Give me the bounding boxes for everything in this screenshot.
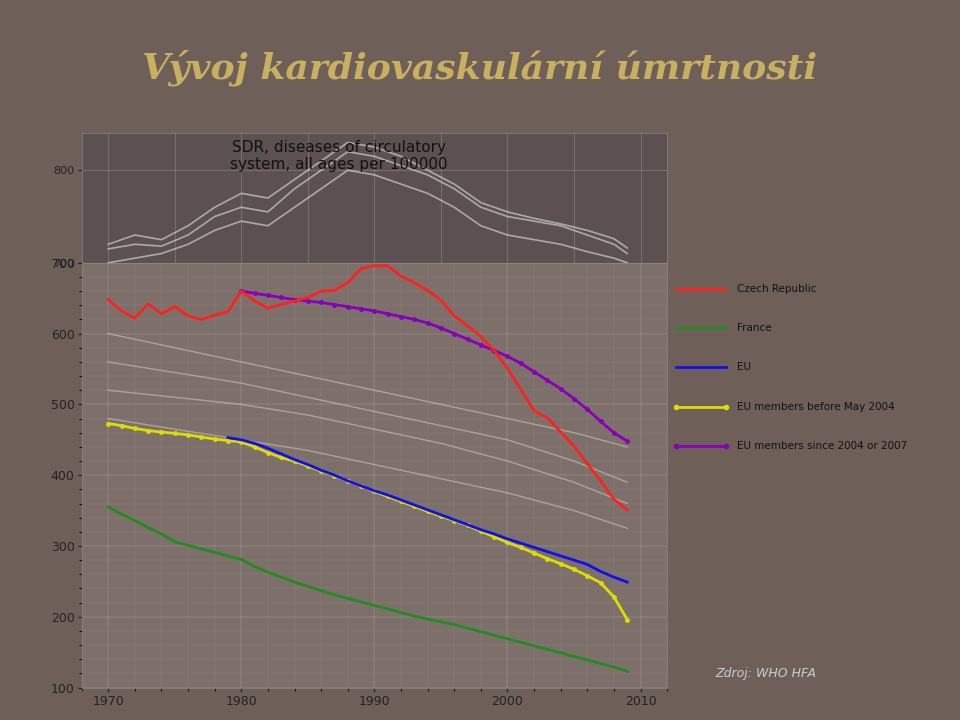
Text: SDR, diseases of circulatory
system, all ages per 100000: SDR, diseases of circulatory system, all… bbox=[230, 140, 448, 172]
Text: France: France bbox=[737, 323, 772, 333]
Text: EU members before May 2004: EU members before May 2004 bbox=[737, 402, 895, 412]
Text: Vývoj kardiovaskulární úmrtnosti: Vývoj kardiovaskulární úmrtnosti bbox=[142, 50, 818, 86]
Text: Zdroj: WHO HFA: Zdroj: WHO HFA bbox=[715, 667, 816, 680]
Text: EU: EU bbox=[737, 362, 751, 372]
Text: Czech Republic: Czech Republic bbox=[737, 284, 816, 294]
Text: EU members since 2004 or 2007: EU members since 2004 or 2007 bbox=[737, 441, 907, 451]
